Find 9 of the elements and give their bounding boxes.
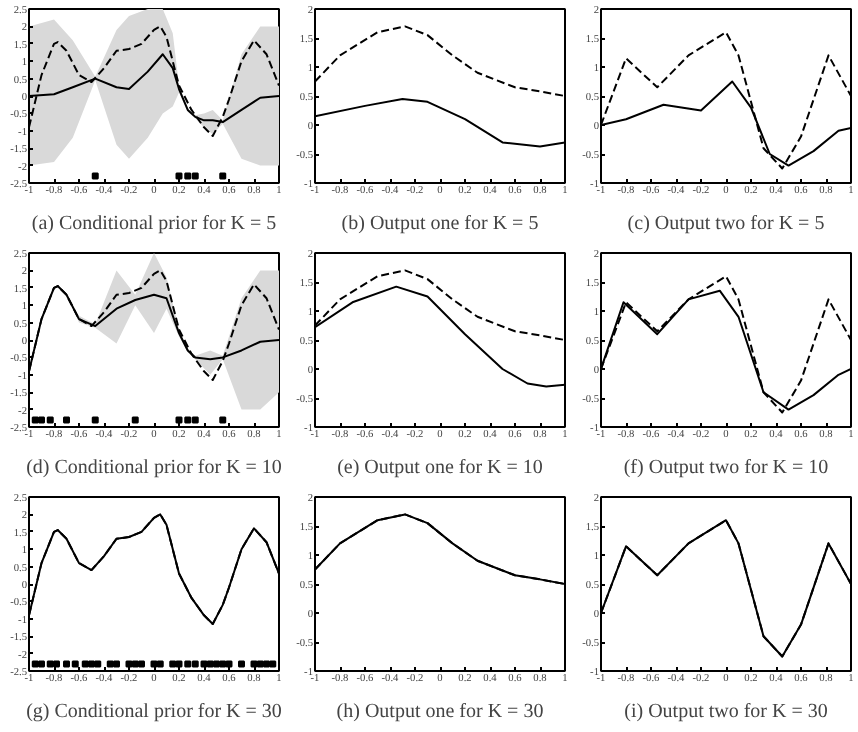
text: (b) Output one for K = 5 [341, 213, 539, 235]
text: (i) Output two for K = 30 [624, 701, 828, 723]
text: (f) Output two for K = 10 [623, 457, 829, 479]
text: (a) Conditional prior for K = 5 [31, 213, 277, 235]
text: (d) Conditional prior for K = 10 [26, 457, 282, 479]
text: (c) Output two for K = 5 [627, 213, 825, 235]
text: (g) Conditional prior for K = 30 [26, 701, 282, 723]
text: (h) Output one for K = 30 [336, 701, 544, 723]
text: (e) Output one for K = 10 [337, 457, 543, 479]
